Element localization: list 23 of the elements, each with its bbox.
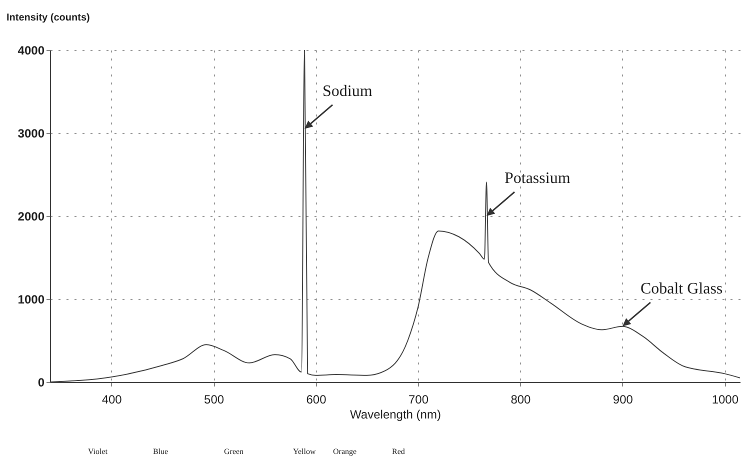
x-tick-label: 800 — [510, 392, 532, 406]
y-tick-label: 1000 — [18, 292, 45, 306]
y-axis-title: Intensity (counts) — [6, 12, 90, 24]
y-tick-label: 4000 — [18, 44, 45, 58]
text: Blue — [153, 447, 169, 456]
y-tick-label: 3000 — [18, 126, 45, 140]
text: Red — [392, 447, 405, 456]
annotation: Cobalt Glass — [640, 280, 723, 298]
text: Yellow — [293, 447, 316, 456]
annotation: Potassium — [504, 170, 571, 187]
x-tick-label: 900 — [612, 392, 634, 406]
x-tick-label: 400 — [102, 392, 122, 406]
x-tick-label: 700 — [408, 392, 429, 406]
text: Violet — [88, 447, 108, 456]
x-tick-label: 500 — [204, 392, 224, 406]
x-tick-label: 600 — [306, 392, 327, 406]
x-axis-title: Wavelength (nm) — [350, 408, 441, 422]
annotation: Sodium — [322, 82, 373, 100]
y-tick-label: 2000 — [18, 210, 45, 224]
text: Orange — [333, 447, 357, 456]
y-tick-label: 0 — [38, 376, 45, 390]
text: Green — [224, 447, 244, 456]
x-tick-label: 1000 — [712, 392, 739, 406]
